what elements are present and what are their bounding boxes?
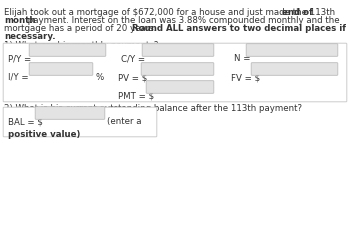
Text: payment. Interest on the loan was 3.88% compounded monthly and the: payment. Interest on the loan was 3.88% …: [25, 16, 340, 25]
FancyBboxPatch shape: [146, 81, 214, 93]
FancyBboxPatch shape: [35, 107, 105, 119]
FancyBboxPatch shape: [246, 44, 338, 56]
Text: PV = $: PV = $: [118, 73, 147, 82]
Text: %: %: [95, 73, 103, 82]
FancyBboxPatch shape: [142, 44, 214, 56]
Text: 2) What is his current outstanding balance after the 113th payment?: 2) What is his current outstanding balan…: [4, 104, 302, 113]
Text: PMT = $: PMT = $: [118, 91, 154, 100]
Text: P/Y =: P/Y =: [8, 54, 31, 63]
Text: positive value): positive value): [8, 130, 80, 139]
Text: I/Y =: I/Y =: [8, 73, 29, 82]
FancyBboxPatch shape: [3, 43, 347, 102]
FancyBboxPatch shape: [251, 63, 338, 75]
Text: end of: end of: [282, 8, 313, 17]
Text: Round ALL answers to two decimal places if: Round ALL answers to two decimal places …: [132, 24, 346, 33]
Text: mortgage has a period of 20 years.: mortgage has a period of 20 years.: [4, 24, 159, 33]
Text: 1) What are his monthly payments?: 1) What are his monthly payments?: [4, 41, 158, 50]
Text: FV = $: FV = $: [231, 73, 260, 82]
Text: necessary.: necessary.: [4, 32, 56, 41]
Text: BAL = $: BAL = $: [8, 117, 43, 126]
Text: C/Y =: C/Y =: [121, 54, 145, 63]
Text: (enter a: (enter a: [107, 117, 141, 126]
Text: month: month: [4, 16, 35, 25]
FancyBboxPatch shape: [29, 44, 106, 56]
Text: N =: N =: [234, 54, 251, 63]
FancyBboxPatch shape: [3, 107, 157, 137]
FancyBboxPatch shape: [29, 63, 93, 75]
FancyBboxPatch shape: [141, 63, 214, 75]
Text: Elijah took out a mortgage of $672,000 for a house and just made the 113th: Elijah took out a mortgage of $672,000 f…: [4, 8, 338, 17]
